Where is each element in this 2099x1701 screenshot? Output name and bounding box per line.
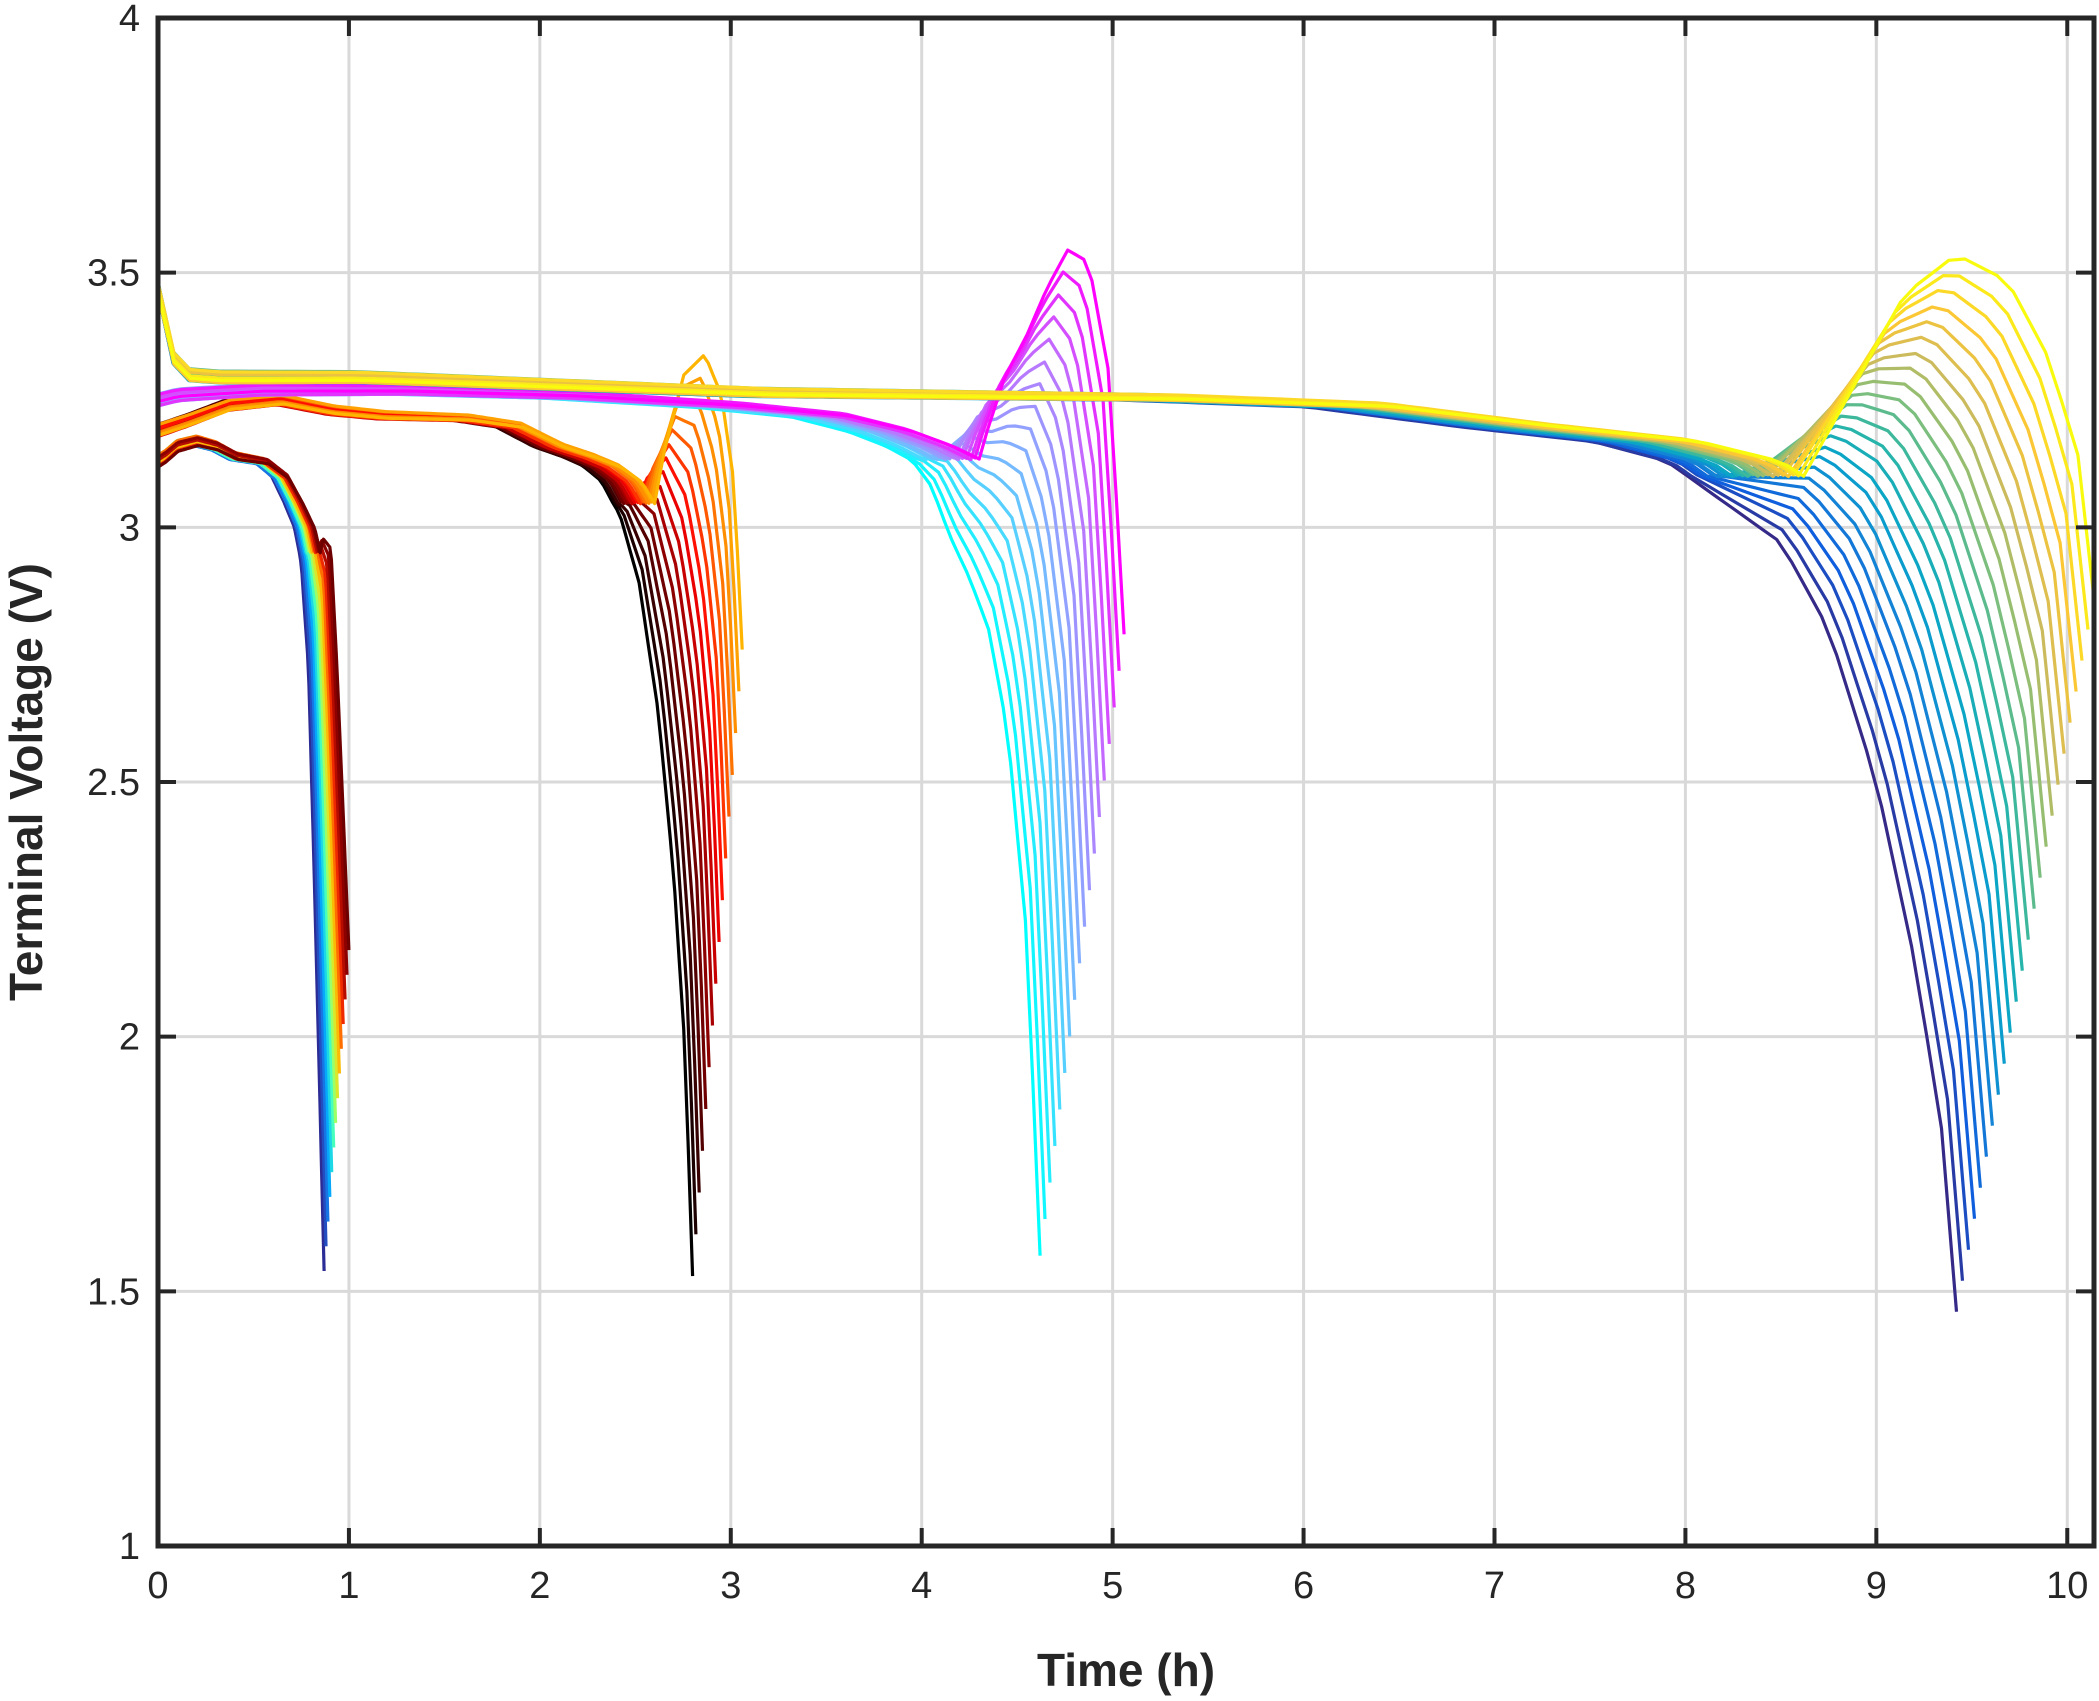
y-tick-label: 2	[119, 1017, 140, 1059]
x-tick-label: 0	[147, 1565, 168, 1607]
x-tick-label: 10	[2046, 1565, 2088, 1607]
x-tick-label: 7	[1484, 1565, 1505, 1607]
series-line	[157, 444, 351, 951]
x-tick-label: 9	[1866, 1565, 1887, 1607]
x-axis-label: Time (h)	[1037, 1644, 1215, 1696]
x-tick-label: 8	[1675, 1565, 1696, 1607]
x-tick-label: 6	[1293, 1565, 1314, 1607]
series-line	[157, 293, 1116, 708]
x-tick-label: 2	[529, 1565, 550, 1607]
grid-lines	[158, 18, 2094, 1546]
x-tick-label: 3	[720, 1565, 741, 1607]
x-tick-label: 5	[1102, 1565, 1123, 1607]
y-tick-label: 4	[119, 0, 140, 40]
x-tick-label: 4	[911, 1565, 932, 1607]
y-tick-label: 2.5	[87, 762, 140, 804]
series-line	[157, 354, 744, 650]
y-tick-label: 1	[119, 1526, 140, 1568]
y-tick-label: 3.5	[87, 253, 140, 295]
series-group	[156, 248, 2096, 1312]
series-line	[157, 248, 1126, 635]
x-tick-label: 1	[338, 1565, 359, 1607]
y-axis-label: Terminal Voltage (V)	[0, 563, 52, 1001]
y-tick-label: 3	[119, 507, 140, 549]
series-line	[156, 257, 2096, 599]
y-tick-label: 1.5	[87, 1271, 140, 1313]
